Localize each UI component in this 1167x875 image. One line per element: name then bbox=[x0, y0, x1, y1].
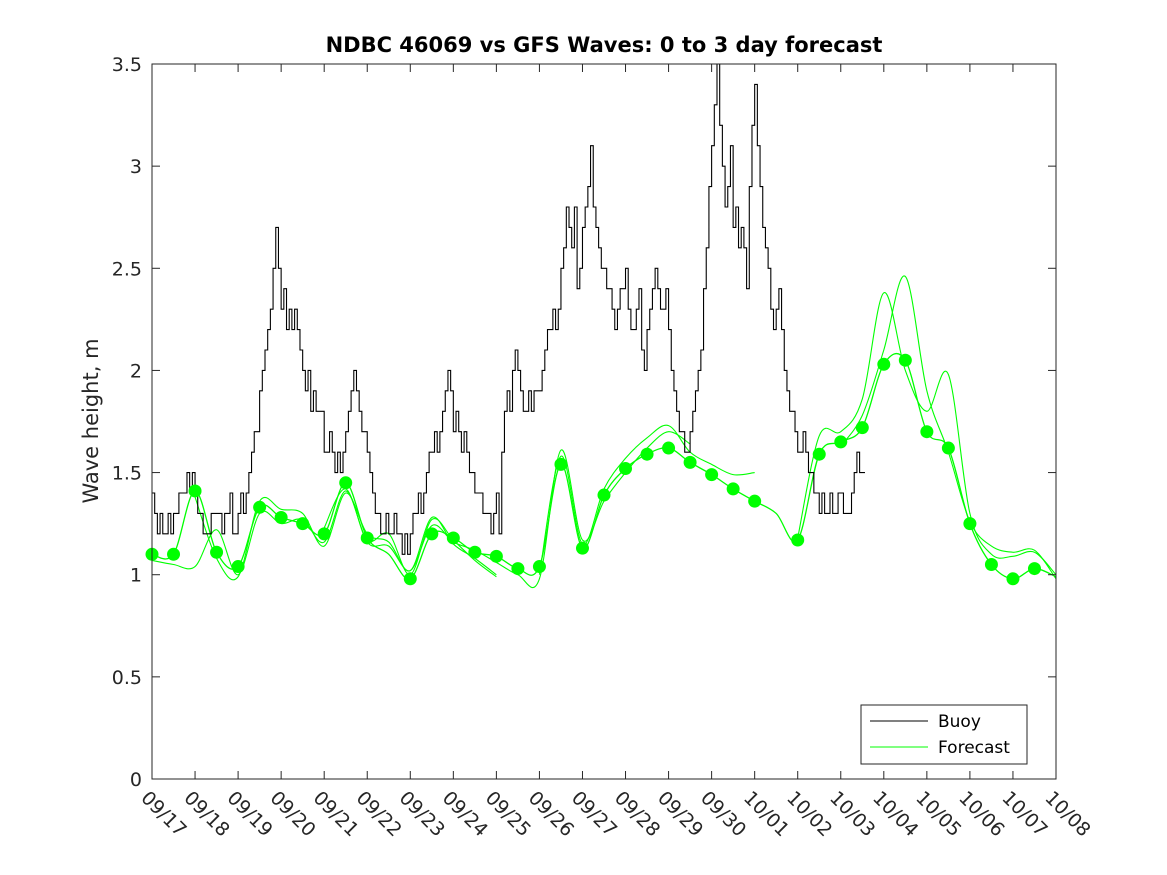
y-tick-label: 3 bbox=[130, 156, 142, 178]
forecast-marker bbox=[941, 441, 955, 455]
legend: Buoy Forecast bbox=[860, 704, 1028, 765]
forecast-marker bbox=[640, 447, 654, 461]
forecast-marker bbox=[317, 527, 331, 541]
forecast-marker bbox=[834, 435, 848, 449]
plot-area bbox=[152, 64, 1056, 779]
buoy-line bbox=[152, 64, 865, 555]
forecast-marker bbox=[296, 517, 310, 531]
forecast-marker bbox=[339, 476, 353, 490]
y-axis-label: Wave height, m bbox=[79, 338, 103, 503]
forecast-marker bbox=[575, 541, 589, 555]
legend-forecast-label: Forecast bbox=[938, 738, 1010, 758]
forecast-marker bbox=[619, 461, 633, 475]
forecast-marker bbox=[511, 562, 525, 576]
forecast-marker bbox=[425, 527, 439, 541]
forecast-marker bbox=[812, 447, 826, 461]
chart-title: NDBC 46069 vs GFS Waves: 0 to 3 day fore… bbox=[326, 33, 883, 57]
y-tick-label: 0 bbox=[130, 769, 142, 791]
y-tick-label: 3.5 bbox=[112, 54, 142, 76]
forecast-marker bbox=[532, 560, 546, 574]
forecast-run-line bbox=[797, 292, 1056, 576]
y-tick-label: 2.5 bbox=[112, 258, 142, 280]
forecast-marker bbox=[403, 572, 417, 586]
forecast-marker bbox=[446, 531, 460, 545]
forecast-marker bbox=[877, 357, 891, 371]
y-tick-label: 2 bbox=[130, 360, 142, 382]
legend-buoy-label: Buoy bbox=[938, 712, 981, 732]
forecast-marker bbox=[188, 484, 202, 498]
forecast-marker bbox=[748, 494, 762, 508]
legend-box bbox=[860, 704, 1028, 765]
forecast-marker bbox=[662, 441, 676, 455]
forecast-marker bbox=[1027, 562, 1041, 576]
forecast-marker bbox=[167, 547, 181, 561]
forecast-marker bbox=[489, 549, 503, 563]
axes-box bbox=[151, 63, 1057, 780]
forecast-marker bbox=[210, 545, 224, 559]
forecast-marker bbox=[705, 468, 719, 482]
buoy-series bbox=[152, 64, 865, 555]
forecast-marker bbox=[726, 482, 740, 496]
forecast-marker bbox=[1006, 572, 1020, 586]
forecast-marker bbox=[274, 511, 288, 525]
y-tick-label: 1 bbox=[130, 565, 142, 587]
y-tick-label: 0.5 bbox=[112, 667, 142, 689]
forecast-marker bbox=[231, 560, 245, 574]
forecast-marker bbox=[253, 500, 267, 514]
forecast-marker bbox=[683, 455, 697, 469]
forecast-marker bbox=[360, 531, 374, 545]
y-tick-label: 1.5 bbox=[112, 463, 142, 485]
forecast-marker bbox=[468, 545, 482, 559]
forecast-marker bbox=[898, 353, 912, 367]
forecast-marker bbox=[984, 558, 998, 571]
forecast-marker bbox=[791, 533, 805, 547]
forecast-run-line bbox=[538, 424, 755, 575]
forecast-marker bbox=[855, 421, 869, 435]
forecast-marker bbox=[963, 517, 977, 531]
forecast-marker bbox=[597, 488, 611, 502]
forecast-marker bbox=[920, 425, 934, 439]
forecast-marker bbox=[554, 457, 568, 471]
